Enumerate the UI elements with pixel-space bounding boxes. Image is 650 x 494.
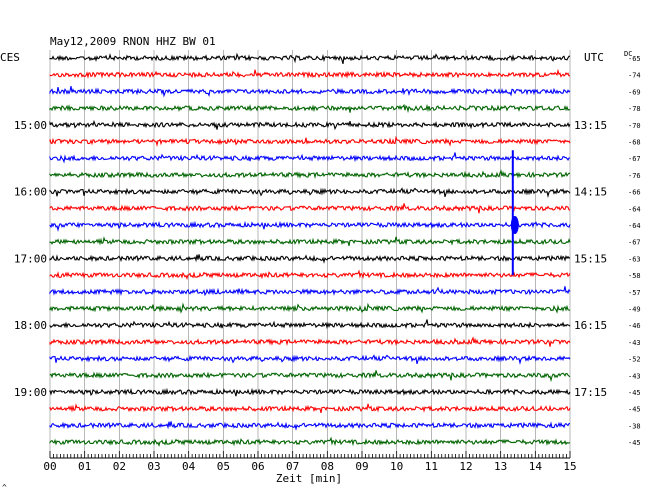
x-tick-label-12: 12: [459, 460, 472, 473]
right-time-label: 15:15: [574, 252, 607, 265]
left-hour-labels: 15:00 16:00 17:00 18:00 19:00: [14, 119, 47, 399]
trace-row-2: [49, 85, 571, 98]
dc-offset-label: -68: [628, 139, 641, 147]
right-time-label: 14:15: [574, 186, 607, 199]
dc-label: DC: [624, 50, 632, 58]
dc-offset-label: -38: [628, 422, 641, 430]
trace-row-6: [49, 152, 570, 164]
dc-offset-label: -69: [628, 88, 641, 96]
x-tick-label-07: 07: [286, 460, 299, 473]
x-tick-label-05: 05: [217, 460, 230, 473]
footer-mark: ^: [2, 483, 7, 492]
left-hour-label: 18:00: [14, 319, 47, 332]
dc-offset-label: -63: [628, 255, 641, 263]
left-hour-label: 17:00: [14, 252, 47, 265]
trace-row-4: [49, 119, 571, 131]
dc-offset-label: -43: [628, 339, 641, 347]
x-tick-label-08: 08: [321, 460, 334, 473]
trace-row-1: [49, 68, 571, 79]
dc-offset-label: -78: [628, 105, 641, 113]
x-tick-label-09: 09: [355, 460, 368, 473]
trace-row-22: [49, 421, 571, 431]
dc-offset-label: -70: [628, 122, 641, 130]
dc-offset-label: -57: [628, 289, 641, 297]
event-burst-0: [510, 216, 519, 234]
dc-offset-label: -67: [628, 239, 641, 247]
right-axis-label: UTC: [584, 51, 604, 64]
dc-offset-label: -74: [628, 72, 641, 80]
x-axis: 00 01 02 03 04 05 06 07 08 09 10 11 12 13 14 15: [43, 451, 577, 473]
trace-row-7: [49, 169, 571, 180]
dc-offset-label: -67: [628, 155, 641, 163]
dc-offset-label: -43: [628, 372, 641, 380]
x-tick-label-15: 15: [563, 460, 576, 473]
x-tick-label-13: 13: [494, 460, 507, 473]
x-tick-label-10: 10: [390, 460, 403, 473]
x-tick-label-01: 01: [78, 460, 91, 473]
dc-offset-label: -76: [628, 172, 641, 180]
left-hour-label: 15:00: [14, 119, 47, 132]
left-hour-label: 16:00: [14, 186, 47, 199]
trace-row-13: [49, 269, 571, 280]
right-time-label: 13:15: [574, 119, 607, 132]
x-tick-label-06: 06: [251, 460, 264, 473]
trace-row-10: [49, 220, 571, 232]
trace-row-3: [49, 103, 571, 114]
dc-offset-label: -45: [628, 406, 641, 414]
right-time-label: 17:15: [574, 386, 607, 399]
x-tick-label-02: 02: [113, 460, 126, 473]
dc-offset-label: -45: [628, 389, 641, 397]
minute-gridlines: [49, 50, 571, 458]
chart-title: May12,2009 RNON HHZ BW 01: [50, 35, 216, 48]
right-time-labels: 13:15 14:15 15:15 16:15 17:15: [574, 119, 607, 399]
seismic-traces: [49, 52, 571, 447]
right-time-label: 16:15: [574, 319, 607, 332]
x-tick-label-11: 11: [425, 460, 438, 473]
trace-row-17: [49, 336, 571, 347]
dc-offset-label: -64: [628, 205, 641, 213]
dc-offset-label: -45: [628, 439, 641, 447]
trace-row-14: [49, 286, 571, 297]
dc-offset-label: -52: [628, 356, 641, 364]
dc-offset-label: -46: [628, 322, 641, 330]
trace-row-23: [49, 436, 571, 447]
x-tick-label-04: 04: [182, 460, 196, 473]
dc-offset-label: -66: [628, 189, 641, 197]
dc-offset-label: -49: [628, 306, 641, 314]
trace-row-15: [49, 302, 571, 314]
left-hour-label: 19:00: [14, 386, 47, 399]
x-tick-label-03: 03: [147, 460, 160, 473]
dc-offset-label: -64: [628, 222, 641, 230]
trace-row-9: [49, 203, 571, 214]
trace-row-11: [49, 236, 571, 247]
dc-offset-labels: -65 -74 -69 -78 -70 -68 -67 -76 -66 -64 -64 -67 -63 -…: [628, 55, 641, 447]
trace-row-0: [49, 52, 571, 65]
trace-row-5: [49, 135, 571, 148]
trace-row-19: [49, 370, 571, 383]
left-axis-label: CES: [0, 51, 20, 64]
dc-offset-label: -58: [628, 272, 641, 280]
trace-row-16: [49, 319, 571, 330]
x-axis-label: Zeit [min]: [276, 472, 342, 485]
trace-row-18: [49, 354, 571, 365]
event-markers: [510, 150, 519, 276]
dc-offset-label: -65: [628, 55, 641, 63]
trace-row-12: [49, 254, 571, 264]
trace-row-21: [49, 403, 571, 414]
trace-row-20: [49, 387, 571, 397]
trace-row-8: [49, 187, 571, 198]
x-tick-label-00: 00: [43, 460, 56, 473]
x-tick-label-14: 14: [529, 460, 543, 473]
